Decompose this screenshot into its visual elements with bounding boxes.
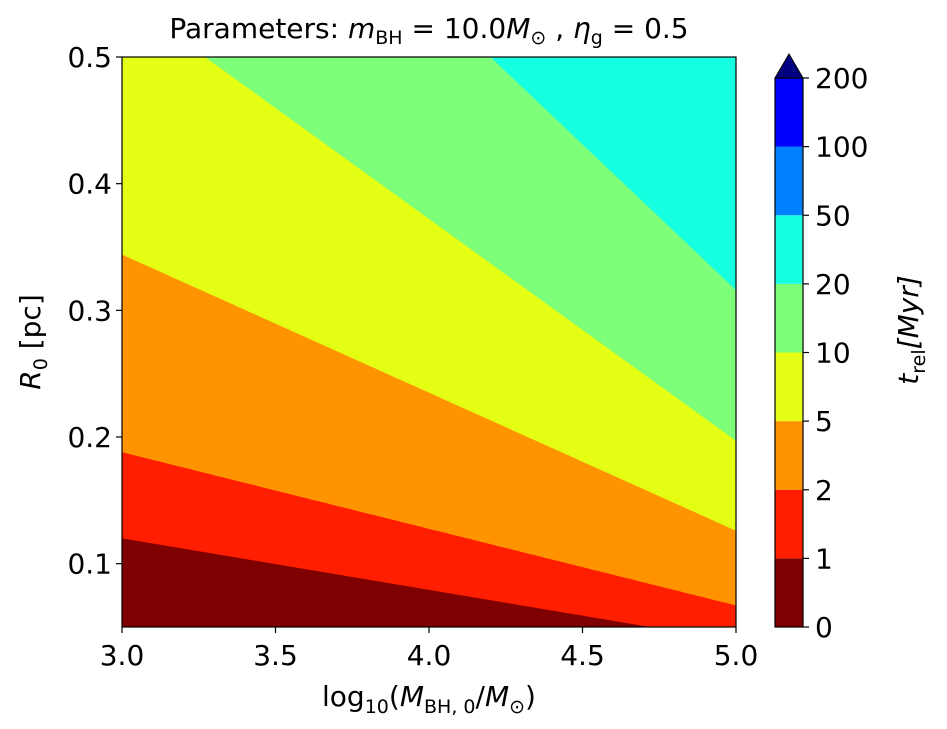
colorbar-tick-label: 200 xyxy=(815,62,868,95)
colorbar-tick-label: 50 xyxy=(815,199,851,232)
colorbar-tick-label: 10 xyxy=(815,337,851,370)
y-axis: 0.1 0.2 0.3 0.4 0.5 xyxy=(67,41,122,581)
colorbar-tick-label: 1 xyxy=(815,542,833,575)
x-tick-label: 4.0 xyxy=(407,639,452,672)
y-tick-label: 0.2 xyxy=(67,421,112,454)
x-tick-label: 5.0 xyxy=(714,639,759,672)
x-axis: 3.0 3.5 4.0 4.5 5.0 xyxy=(100,627,759,672)
colorbar-band xyxy=(775,558,803,627)
colorbar-band xyxy=(775,283,803,353)
colorbar-band xyxy=(775,146,803,216)
colorbar-label: trel[Myr] xyxy=(892,275,930,384)
y-tick-label: 0.1 xyxy=(67,548,112,581)
x-tick-label: 4.5 xyxy=(560,639,605,672)
colorbar-band xyxy=(775,489,803,559)
colorbar-tick-label: 100 xyxy=(815,131,868,164)
x-axis-label: log10(MBH, 0/M⊙) xyxy=(322,680,536,718)
region-below-1 xyxy=(122,538,736,627)
colorbar-band xyxy=(775,421,803,490)
colorbar-tick-label: 20 xyxy=(815,268,851,301)
colorbar-band xyxy=(775,78,803,147)
x-tick-label: 3.0 xyxy=(100,639,145,672)
y-tick-label: 0.4 xyxy=(67,168,112,201)
colorbar-extend-triangle xyxy=(774,53,804,79)
colorbar-tick-label: 0 xyxy=(815,611,833,644)
colorbar-band xyxy=(775,215,803,284)
heatmap-area xyxy=(122,57,736,627)
colorbar: 0 1 2 5 10 20 50 100 200 xyxy=(774,53,868,644)
y-tick-label: 0.5 xyxy=(67,41,112,74)
x-tick-label: 3.5 xyxy=(253,639,298,672)
colorbar-band xyxy=(775,352,803,422)
colorbar-tick-label: 5 xyxy=(815,405,833,438)
colorbar-tick-label: 2 xyxy=(815,474,833,507)
y-axis-label: R0 [pc] xyxy=(14,294,52,389)
y-tick-label: 0.3 xyxy=(67,294,112,327)
chart-title: Parameters: mBH = 10.0M⊙ , ηg = 0.5 xyxy=(169,12,688,49)
